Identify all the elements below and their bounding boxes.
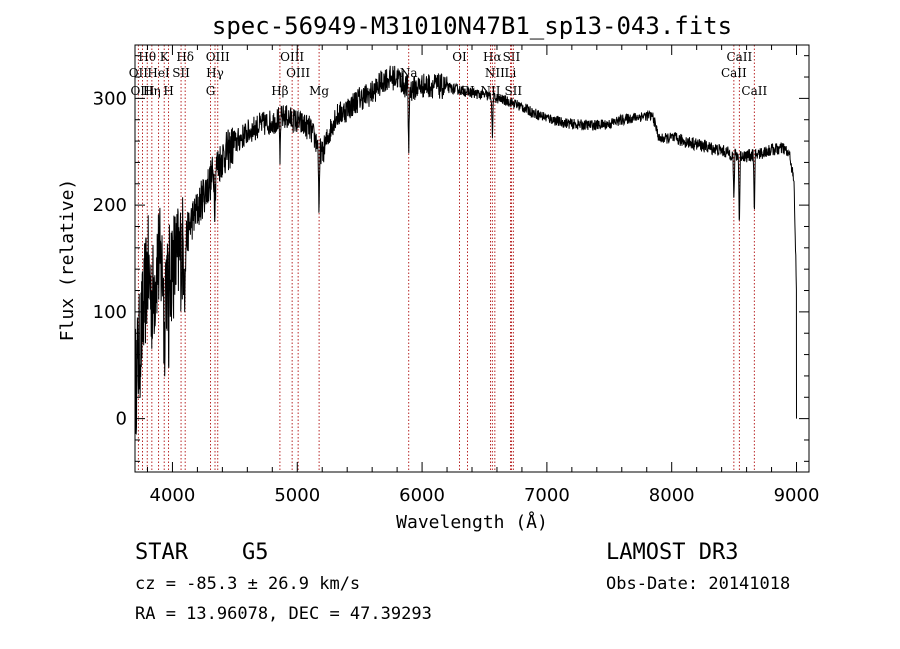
line-marker-label: SII	[503, 50, 521, 64]
line-marker-label: OIII	[130, 84, 154, 98]
x-tick-label: 8000	[649, 485, 695, 506]
line-marker-label: SII	[504, 84, 522, 98]
object-class: STAR	[135, 540, 188, 565]
axes: 4000 5000 6000 7000 8000 9000 0 100 200 300	[93, 45, 820, 506]
obs-date: Obs-Date: 20141018	[606, 574, 791, 594]
line-marker-label: Li	[505, 66, 517, 80]
coordinates: RA = 13.96078, DEC = 47.39293	[135, 604, 432, 624]
line-marker-label: OI	[452, 50, 467, 64]
x-axis-label: Wavelength (Å)	[396, 511, 548, 533]
line-marker-label: CaII	[741, 84, 767, 98]
line-marker-label: Hθ	[138, 50, 156, 64]
x-tick-label: 4000	[150, 485, 196, 506]
line-marker-label: Hα	[483, 50, 502, 64]
line-marker-label: CaII	[726, 50, 752, 64]
spectrum-line	[134, 65, 797, 435]
survey-name: LAMOST DR3	[606, 540, 739, 565]
line-marker-label: SII	[172, 66, 190, 80]
line-marker-label: NII	[485, 66, 505, 80]
y-tick-label: 100	[93, 302, 127, 323]
line-marker-label: K	[160, 50, 170, 64]
line-marker-label: G	[206, 84, 216, 98]
line-marker-label: Hγ	[206, 66, 224, 80]
y-axis-label: Flux (relative)	[57, 179, 78, 342]
line-marker-label: Hδ	[176, 50, 194, 64]
line-marker-label: OIII	[280, 50, 304, 64]
x-tick-label: 9000	[774, 485, 820, 506]
x-tick-label: 6000	[399, 485, 445, 506]
line-marker-label: OIII	[206, 50, 230, 64]
y-tick-label: 200	[93, 195, 127, 216]
x-tick-label: 7000	[524, 485, 570, 506]
line-marker-label: HeI	[147, 66, 170, 80]
redshift-cz: cz = -85.3 ± 26.9 km/s	[135, 574, 361, 594]
line-marker-label: OIII	[286, 66, 310, 80]
object-subclass: G5	[242, 540, 269, 565]
line-marker-label: Hη	[143, 84, 161, 98]
line-marker-label: Na	[400, 66, 418, 80]
plot-frame	[134, 44, 810, 473]
line-marker-label: CaII	[721, 66, 747, 80]
x-tick-label: 5000	[274, 485, 320, 506]
y-tick-label: 300	[93, 88, 127, 109]
line-marker-label: Hβ	[271, 84, 288, 98]
line-marker-label: Mg	[309, 84, 329, 98]
chart-title: spec-56949-M31010N47B1_sp13-043.fits	[212, 12, 732, 40]
y-tick-label: 0	[116, 409, 127, 430]
line-marker-label: H	[163, 84, 173, 98]
line-marker-label: OII	[129, 66, 149, 80]
